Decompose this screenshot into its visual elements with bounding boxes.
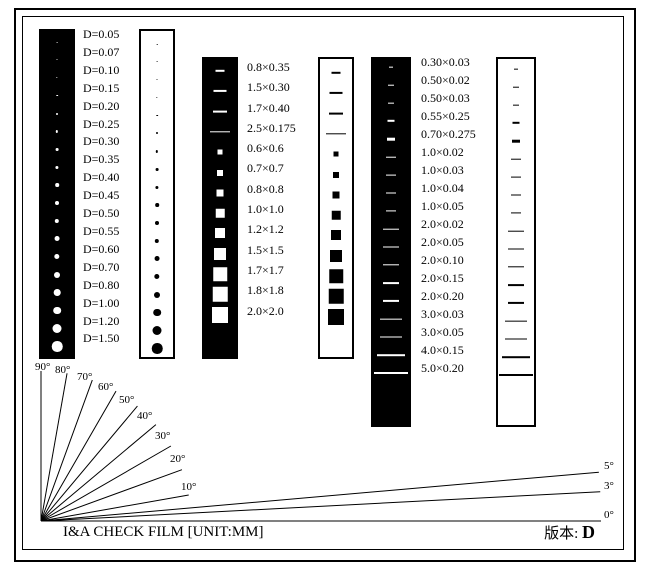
angle-label: 40°	[137, 410, 152, 422]
footer-version: 版本: D	[544, 522, 595, 543]
angle-label: 0°	[604, 509, 614, 521]
angle-label: 60°	[98, 381, 113, 393]
footer-version-value: D	[582, 522, 595, 542]
angle-label: 50°	[119, 394, 134, 406]
angle-label: 3°	[604, 480, 614, 492]
footer-title: I&A CHECK FILM [UNIT:MM]	[63, 524, 264, 541]
angle-fan	[23, 17, 625, 551]
footer-version-label: 版本:	[544, 526, 578, 542]
angle-label: 10°	[181, 481, 196, 493]
angle-label: 5°	[604, 460, 614, 472]
angle-label: 70°	[77, 371, 92, 383]
angle-label: 20°	[170, 453, 185, 465]
angle-label: 30°	[155, 430, 170, 442]
angle-label: 80°	[55, 364, 70, 376]
angle-label: 90°	[35, 361, 50, 373]
inner-border: D=0.05D=0.07D=0.10D=0.15D=0.20D=0.25D=0.…	[22, 16, 624, 550]
